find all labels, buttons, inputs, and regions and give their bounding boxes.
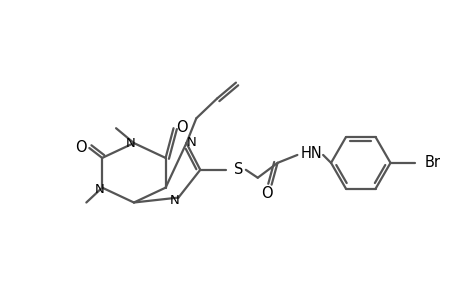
Text: N: N: [126, 136, 135, 150]
Text: S: S: [234, 162, 243, 177]
Text: O: O: [260, 186, 272, 201]
Text: N: N: [169, 194, 179, 207]
Text: N: N: [94, 183, 104, 196]
Text: HN: HN: [300, 146, 321, 161]
Text: Br: Br: [424, 155, 440, 170]
Text: N: N: [186, 136, 196, 148]
Text: O: O: [75, 140, 87, 154]
Text: O: O: [175, 120, 187, 135]
